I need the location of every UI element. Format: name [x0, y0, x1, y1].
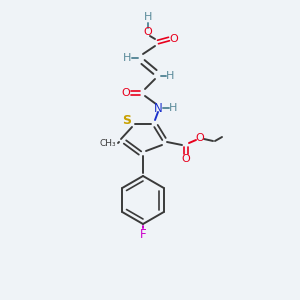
Text: H: H	[144, 12, 152, 22]
Text: H: H	[166, 71, 174, 81]
Text: F: F	[140, 227, 146, 241]
Text: N: N	[154, 101, 162, 115]
Text: CH₃: CH₃	[100, 139, 116, 148]
Text: S: S	[122, 113, 131, 127]
Text: O: O	[169, 34, 178, 44]
Text: O: O	[196, 133, 204, 143]
Text: O: O	[122, 88, 130, 98]
Text: O: O	[144, 27, 152, 37]
Text: H: H	[123, 53, 131, 63]
Text: H: H	[169, 103, 177, 113]
Text: O: O	[182, 154, 190, 164]
